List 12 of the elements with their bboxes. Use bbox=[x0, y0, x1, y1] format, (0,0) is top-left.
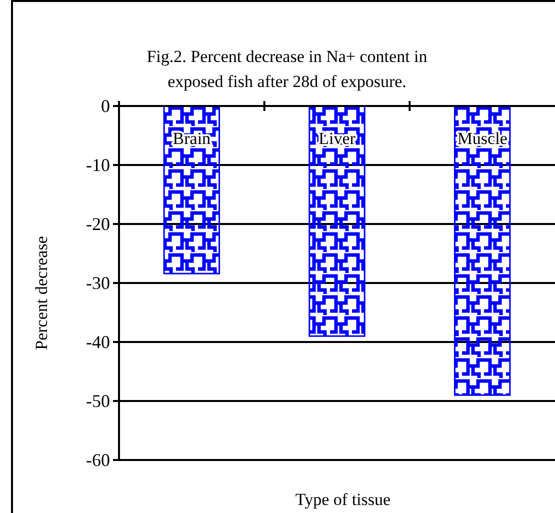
x-tick-label: Muscle bbox=[457, 129, 508, 148]
y-tick-label: -40 bbox=[86, 332, 110, 352]
y-tick-label: 0 bbox=[101, 96, 110, 116]
y-axis-title: Percent decrease bbox=[32, 236, 51, 350]
x-tick-label: Brain bbox=[172, 129, 212, 148]
y-tick-label: -60 bbox=[86, 450, 110, 470]
y-tick-label: -50 bbox=[86, 390, 110, 411]
chart-title: Fig.2. Percent decrease in Na+ content in exposed fish after 28d of exposure. bbox=[146, 47, 428, 91]
y-tick-label: -10 bbox=[86, 154, 110, 175]
y-tick-label: -20 bbox=[86, 214, 110, 234]
x-axis-title: Type of tissue bbox=[295, 490, 391, 509]
y-tick-label: -30 bbox=[86, 272, 110, 293]
